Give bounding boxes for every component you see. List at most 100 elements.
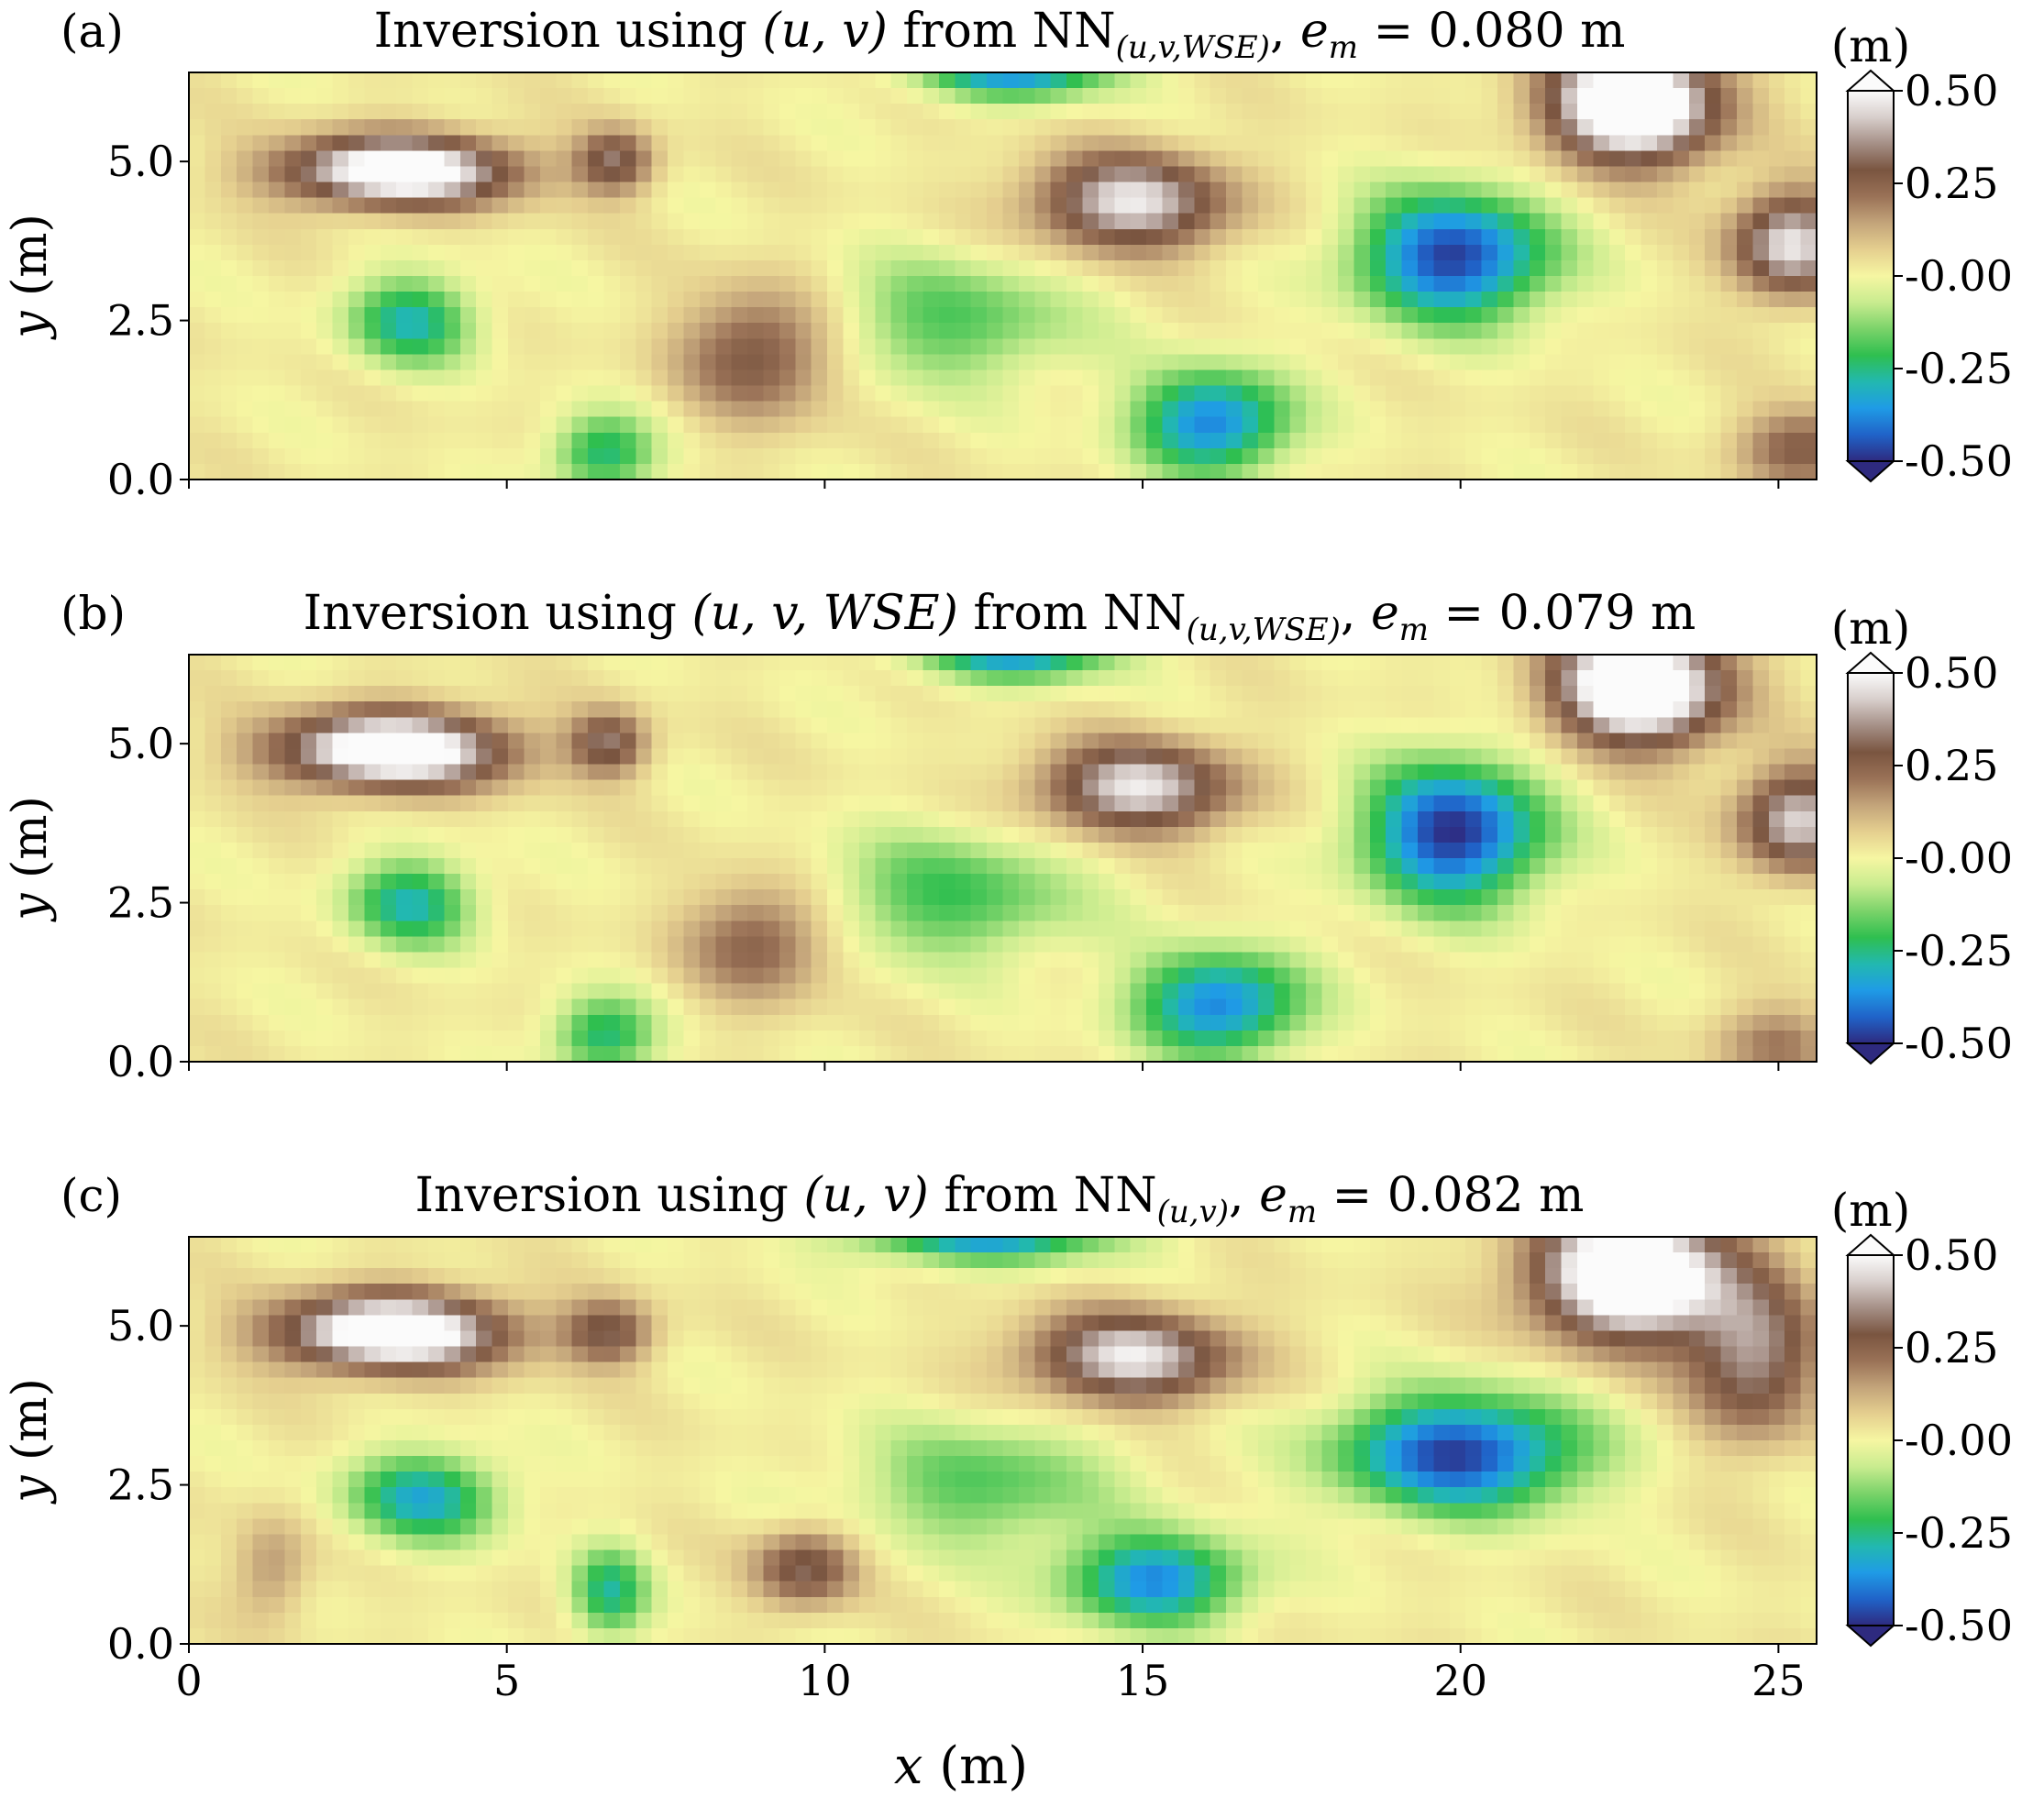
heatmap-cell [1337, 197, 1354, 215]
heatmap-cell [1321, 826, 1339, 843]
heatmap-cell [1545, 323, 1563, 339]
heatmap-cell [1210, 104, 1227, 120]
heatmap-cell [269, 655, 286, 671]
heatmap-cell [1752, 119, 1770, 136]
heatmap-cell [220, 416, 238, 434]
heatmap-cell [396, 150, 414, 168]
heatmap-cell [923, 182, 940, 199]
heatmap-cell [699, 952, 716, 969]
heatmap-cell [220, 307, 238, 324]
heatmap-cell [1784, 104, 1802, 120]
heatmap-cell [252, 733, 270, 750]
heatmap-cell [204, 401, 222, 418]
heatmap-cell [252, 135, 270, 151]
heatmap-cell [1162, 779, 1179, 797]
heatmap-cell [1274, 259, 1291, 277]
heatmap-cell [1497, 952, 1514, 969]
heatmap-cell [1449, 416, 1466, 434]
heatmap-cell [220, 858, 238, 875]
heatmap-cell [1050, 401, 1067, 418]
heatmap-cell [1673, 842, 1690, 859]
heatmap-cell [1066, 432, 1084, 449]
heatmap-cell [1289, 401, 1307, 418]
heatmap-cell [668, 338, 685, 355]
heatmap-cell [1481, 858, 1498, 875]
heatmap-cell [1433, 905, 1451, 921]
heatmap-cell [396, 983, 414, 1000]
heatmap-cell [1018, 921, 1035, 937]
heatmap-cell [603, 655, 621, 671]
heatmap-cell [316, 921, 334, 937]
heatmap-cell [1608, 983, 1626, 1000]
heatmap-cell [1736, 952, 1753, 969]
heatmap-cell [651, 463, 668, 480]
heatmap-cell [1177, 369, 1195, 387]
heatmap-cell [1082, 135, 1099, 151]
heatmap-cell [428, 88, 446, 105]
heatmap-cell [332, 826, 349, 843]
heatmap-cell [1513, 967, 1530, 985]
heatmap-cell [571, 182, 589, 199]
heatmap-cell [396, 905, 414, 921]
heatmap-cell [635, 810, 653, 828]
heatmap-cell [1162, 810, 1179, 828]
heatmap-cell [955, 952, 972, 969]
heatmap-cell [1800, 779, 1817, 797]
heatmap-cell [1018, 764, 1035, 781]
heatmap-cell [1034, 292, 1052, 308]
heatmap-cell [189, 921, 205, 937]
heatmap-cell [619, 385, 636, 402]
heatmap-cell [970, 119, 988, 136]
heatmap-cell [1641, 416, 1658, 434]
heatmap-cell [1274, 983, 1291, 1000]
heatmap-cell [1513, 292, 1530, 308]
heatmap-cell [252, 197, 270, 215]
heatmap-cell [396, 826, 414, 843]
heatmap-cell [492, 686, 509, 702]
heatmap-cell [1337, 292, 1354, 308]
heatmap-cell [619, 826, 636, 843]
heatmap-cell [875, 182, 892, 199]
heatmap-cell [1497, 463, 1514, 480]
heatmap-cell [1576, 244, 1594, 261]
heatmap-cell [890, 795, 908, 812]
heatmap-cell [220, 983, 238, 1000]
heatmap-cell [715, 952, 733, 969]
heatmap-cell [1593, 323, 1610, 339]
heatmap-cell [1561, 748, 1578, 766]
heatmap-cell [380, 259, 397, 277]
heatmap-cell [1673, 166, 1690, 183]
heatmap-cell [269, 717, 286, 733]
heatmap-cell [1736, 748, 1753, 766]
heatmap-cell [907, 795, 924, 812]
heatmap-cell [955, 921, 972, 937]
heatmap-cell [1242, 244, 1259, 261]
heatmap-cell [938, 874, 956, 890]
heatmap-cell [1353, 135, 1371, 151]
heatmap-cell [1736, 338, 1753, 355]
heatmap-cell [763, 72, 780, 89]
heatmap-cell [938, 983, 956, 1000]
heatmap-cell [603, 795, 621, 812]
heatmap-cell [380, 104, 397, 120]
heatmap-cell [1337, 748, 1354, 766]
heatmap-cell [907, 338, 924, 355]
heatmap-cell [459, 858, 477, 875]
heatmap-cell [1641, 369, 1658, 387]
heatmap-cell [508, 779, 525, 797]
heatmap-cell [284, 858, 302, 875]
heatmap-cell [1656, 842, 1674, 859]
heatmap-cell [1720, 983, 1738, 1000]
heatmap-cell [1018, 748, 1035, 766]
heatmap-cell [284, 967, 302, 985]
heatmap-cell [300, 228, 317, 246]
heatmap-cell [1449, 717, 1466, 733]
heatmap-cell [1353, 338, 1371, 355]
heatmap-cell [1242, 810, 1259, 828]
heatmap-cell [1625, 905, 1642, 921]
heatmap-cell [316, 463, 334, 480]
heatmap-cell [476, 135, 493, 151]
heatmap-cell [476, 983, 493, 1000]
heatmap-cell [1593, 921, 1610, 937]
heatmap-cell [1608, 905, 1626, 921]
